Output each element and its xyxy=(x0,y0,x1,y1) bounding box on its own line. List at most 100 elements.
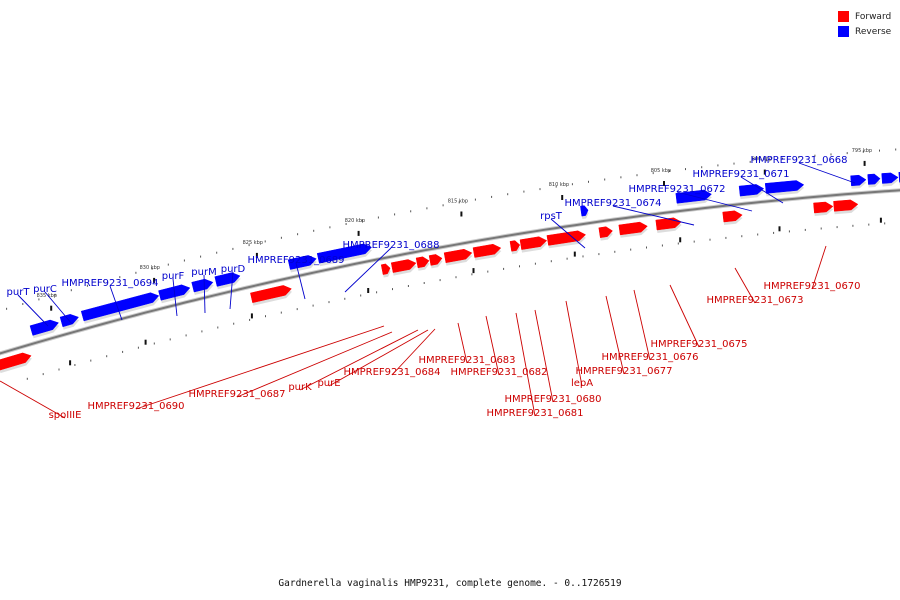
scale-dot xyxy=(491,195,493,198)
scale-dot xyxy=(344,297,346,300)
reverse-gene xyxy=(580,205,589,217)
forward-gene xyxy=(509,240,521,252)
reverse-gene-leader xyxy=(676,191,753,212)
scale-dot xyxy=(361,219,363,222)
scale-dot xyxy=(313,229,315,232)
forward-gene-label: HMPREF9231_0680 xyxy=(504,394,601,405)
scale-dot xyxy=(507,193,509,196)
reverse-gene-label: purC xyxy=(33,284,57,295)
backbone xyxy=(0,189,900,355)
reverse-swatch xyxy=(838,26,849,37)
forward-gene-label: HMPREF9231_0670 xyxy=(763,281,860,292)
forward-gene-leader xyxy=(135,325,385,410)
scale-dot xyxy=(360,294,362,297)
scale-dot xyxy=(474,198,476,201)
scale-dot xyxy=(183,259,185,262)
scale-dot xyxy=(636,174,638,177)
forward-gene-label: purE xyxy=(317,378,340,389)
scale-dot xyxy=(668,170,670,172)
forward-gene xyxy=(415,256,430,269)
scale-dot xyxy=(788,230,790,233)
reverse-gene-leader xyxy=(740,176,784,204)
forward-gene-label: HMPREF9231_0681 xyxy=(486,408,583,419)
scale-dot xyxy=(6,307,8,310)
tick-mark-inner xyxy=(679,237,682,243)
scale-dot xyxy=(26,377,28,380)
reverse-gene-label: HMPREF9231_0688 xyxy=(342,240,439,251)
forward-gene-leader xyxy=(633,289,651,361)
forward-gene-label: spoIIIE xyxy=(49,410,82,421)
scale-dot xyxy=(534,262,536,265)
scale-dot xyxy=(328,301,330,304)
scale-dot xyxy=(523,190,525,193)
forward-gene xyxy=(722,210,743,223)
scale-dot xyxy=(232,247,234,250)
scale-dot xyxy=(185,334,187,337)
scale-dot xyxy=(571,183,573,186)
scale-dot xyxy=(233,322,235,325)
reverse-gene xyxy=(764,180,805,194)
scale-dot xyxy=(685,168,686,171)
forward-gene-label: HMPREF9231_0683 xyxy=(418,355,515,366)
tick-mark-inner xyxy=(250,313,253,319)
scale-dot xyxy=(741,235,743,238)
scale-dot xyxy=(646,246,647,249)
scale-dot xyxy=(555,185,557,188)
reverse-gene xyxy=(881,172,899,184)
forward-gene-label: HMPREF9231_0682 xyxy=(450,367,547,378)
scale-dot xyxy=(103,280,105,283)
tick-mark-inner xyxy=(472,268,475,274)
tick-mark-inner xyxy=(144,339,147,345)
scale-dot xyxy=(296,308,298,311)
scale-dot xyxy=(487,270,489,273)
scale-dot xyxy=(135,271,137,274)
tick-mark xyxy=(863,160,866,166)
reverse-gene-label: HMPREF9231_0668 xyxy=(750,155,847,166)
forward-gene xyxy=(472,243,502,258)
forward-gene xyxy=(428,254,443,266)
reverse-gene xyxy=(316,243,372,264)
reverse-gene-leader xyxy=(229,271,234,310)
tick-label: 800 kbp xyxy=(752,157,772,163)
scale-dot xyxy=(519,265,520,268)
forward-gene-leader xyxy=(391,328,436,376)
forward-gene-label: HMPREF9231_0690 xyxy=(87,401,184,412)
scale-dot xyxy=(200,255,202,258)
scale-dot xyxy=(773,231,775,234)
scale-dot xyxy=(169,338,171,341)
forward-gene xyxy=(813,201,834,214)
tick-label: 795 kbp xyxy=(852,148,872,154)
scale-dot xyxy=(394,213,396,216)
forward-gene-label: lepA xyxy=(571,378,593,389)
scale-dot xyxy=(74,364,76,366)
reverse-gene-label: HMPREF9231_0672 xyxy=(628,184,725,195)
reverse-gene-label: rpsT xyxy=(540,211,563,222)
reverse-gene-leader xyxy=(550,218,586,249)
scale-dot xyxy=(410,210,412,213)
tick-mark-inner xyxy=(879,217,882,223)
scale-dot xyxy=(503,267,505,270)
scale-dot xyxy=(122,350,124,353)
tick-label: 830 kbp xyxy=(140,265,160,271)
scale-dot xyxy=(701,166,703,169)
tick-label: 820 kbp xyxy=(345,218,365,224)
scale-dot xyxy=(550,260,552,263)
scale-dot xyxy=(820,227,822,230)
scale-dot xyxy=(201,330,203,333)
reverse-gene-label: purM xyxy=(191,267,216,278)
scale-dot xyxy=(407,285,409,287)
scale-dot xyxy=(153,342,155,345)
backbone-shadow xyxy=(0,188,900,356)
scale-dot xyxy=(765,159,767,162)
forward-gene-leader xyxy=(236,331,393,398)
forward-gene-label: HMPREF9231_0687 xyxy=(188,389,285,400)
scale-dot xyxy=(119,276,121,279)
reverse-gene-label: HMPREF9231_0674 xyxy=(564,198,661,209)
forward-gene xyxy=(598,226,613,238)
scale-dot xyxy=(439,279,441,282)
scale-dot xyxy=(868,223,870,226)
tick-mark xyxy=(153,277,156,283)
legend-forward-label: Forward xyxy=(855,11,892,22)
legend-reverse: Reverse xyxy=(838,24,891,39)
